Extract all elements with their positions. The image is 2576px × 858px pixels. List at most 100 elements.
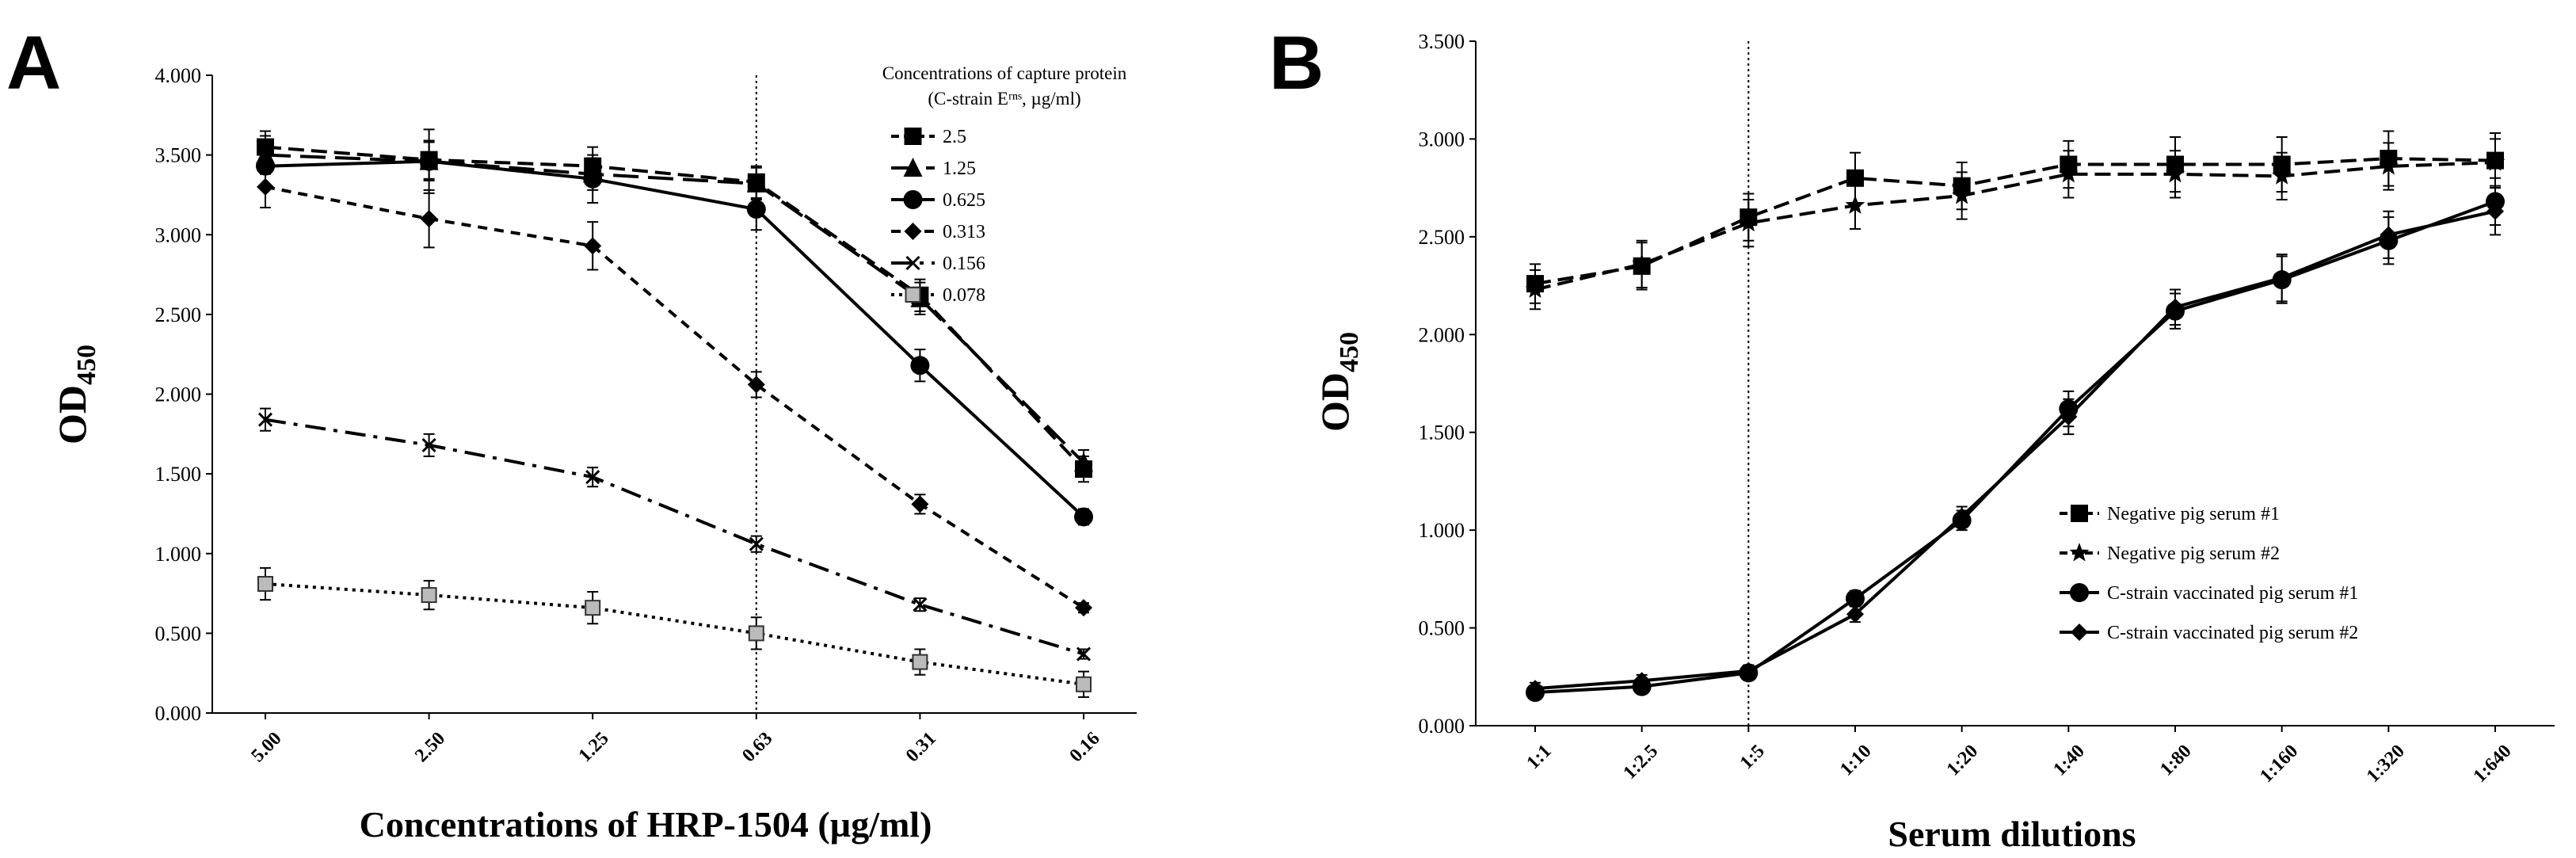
y-axis-title-subscript: 450 (72, 345, 101, 385)
x-tick-label: 1:80 (2156, 741, 2195, 780)
series-0-078 (257, 566, 1092, 698)
x-axis-title: Concentrations of HRP-1504 (µg/ml) (360, 804, 932, 845)
x-tick-label: 5.00 (247, 728, 285, 766)
series-line (265, 418, 1084, 656)
series-line (1534, 161, 2496, 292)
legend-label: C-strain vaccinated pig serum #1 (2107, 583, 2358, 604)
y-tick-label: 0.500 (1419, 617, 1465, 640)
series-2-5 (257, 130, 1092, 483)
legend-label: 0.625 (943, 190, 985, 211)
x-tick-label: 0.31 (902, 728, 940, 766)
series-line (1534, 209, 2496, 691)
y-tick-label: 1.000 (155, 543, 202, 566)
data-point (1526, 680, 1544, 698)
y-tick-label: 1.500 (1419, 421, 1465, 444)
data-point (911, 495, 929, 513)
x-tick-label: 2.50 (411, 728, 449, 766)
data-point (913, 597, 928, 612)
panel-a-letter: A (6, 21, 61, 105)
data-point (2273, 269, 2291, 287)
data-point (1074, 452, 1093, 472)
legend-item-0-156: 0.156 (891, 254, 985, 274)
data-point (2486, 202, 2504, 220)
x-tick-label: 1:1 (1523, 741, 1556, 773)
data-point (910, 356, 930, 376)
y-tick-label: 3.500 (155, 144, 202, 167)
data-point (421, 587, 437, 604)
data-point (2380, 226, 2398, 244)
x-tick-label: 1:5 (1736, 741, 1769, 773)
data-point (2165, 163, 2185, 183)
data-point (2272, 166, 2292, 185)
data-point (1633, 672, 1651, 690)
y-axis-title: OD450 (1313, 332, 1364, 432)
legend: Negative pig serum #1 Negative pig serum … (2060, 504, 2358, 643)
legend-item-c-strain-vaccinated-pig-serum-1: C-strain vaccinated pig serum #1 (2060, 583, 2358, 604)
y-tick-label: 2.500 (1419, 226, 1465, 249)
data-point (585, 600, 601, 616)
data-point (1740, 662, 1758, 680)
x-tick-label: 1:20 (1943, 741, 1982, 780)
series-line (265, 582, 1084, 686)
x-tick-label: 0.63 (738, 728, 776, 766)
legend-title: Concentrations of capture protein (882, 63, 1127, 83)
legend-item-0-625: 0.625 (891, 190, 985, 211)
series-c-strain-vaccinated-pig-serum-2 (1526, 187, 2504, 698)
y-axis-title-main: OD (50, 385, 94, 444)
chart-panel-b: 0.000 0.500 1.000 1.500 2.000 2.500 3.000 3.500… (1313, 30, 2555, 854)
legend-label: 2.5 (943, 127, 966, 147)
data-point (747, 376, 765, 394)
legend-item-0-078: 0.078 (891, 285, 985, 306)
legend: Concentrations of capture protein (C-stra… (882, 63, 1127, 306)
legend-label: Negative pig serum #2 (2107, 543, 2280, 564)
legend-marker (903, 158, 923, 177)
chart-panel-a: 0.000 0.500 1.000 1.500 2.000 2.500 3.000 3.500… (50, 63, 1137, 845)
y-tick-label: 2.500 (155, 303, 202, 326)
data-point (1525, 279, 1545, 298)
legend-label: C-strain vaccinated pig serum #2 (2107, 623, 2358, 643)
data-point (749, 536, 764, 551)
series-line (265, 185, 1085, 609)
y-tick-label: 1.000 (1419, 519, 1465, 542)
series-line (265, 159, 1085, 518)
x-tick-label: 1:320 (2363, 741, 2409, 787)
data-point (585, 470, 600, 485)
data-point (584, 237, 602, 255)
y-axis-title: OD450 (50, 345, 101, 444)
y-axis-title-subscript: 450 (1335, 332, 1364, 372)
x-tick-label: 1.25 (575, 728, 613, 766)
legend-label: Negative pig serum #1 (2107, 504, 2280, 524)
data-point (257, 177, 274, 196)
panel-b-letter: B (1269, 21, 1324, 105)
x-tick-label: 0.16 (1065, 728, 1103, 766)
y-tick-label: 0.000 (155, 702, 202, 725)
data-point (419, 151, 439, 171)
data-point (1846, 589, 1865, 608)
legend-marker (904, 128, 922, 145)
y-tick-label: 1.500 (155, 463, 202, 486)
data-point (257, 575, 273, 592)
y-tick-label: 2.000 (155, 383, 202, 406)
y-tick-label: 3.000 (155, 223, 202, 246)
data-point (421, 437, 436, 452)
legend-item-0-313: 0.313 (891, 222, 985, 242)
series-0-156 (257, 407, 1092, 662)
x-tick-label: 1:10 (1836, 741, 1875, 780)
y-tick-label: 0.500 (155, 622, 202, 645)
data-point (746, 173, 766, 193)
series-negative-pig-serum-2 (1525, 138, 2506, 311)
data-point (1953, 507, 1971, 525)
legend-label: 0.156 (943, 254, 985, 274)
legend-label: 1.25 (943, 158, 976, 179)
legend-label: 0.078 (943, 285, 985, 306)
data-point (1845, 195, 1865, 214)
legend-item-c-strain-vaccinated-pig-serum-2: C-strain vaccinated pig serum #2 (2060, 623, 2358, 643)
series-0-625 (256, 128, 1093, 527)
legend-marker (905, 287, 921, 303)
data-point (1074, 507, 1093, 527)
x-tick-label: 1:160 (2256, 741, 2302, 787)
data-point (1076, 676, 1092, 692)
data-point (2059, 163, 2079, 183)
x-tick-label: 1:640 (2470, 741, 2516, 787)
